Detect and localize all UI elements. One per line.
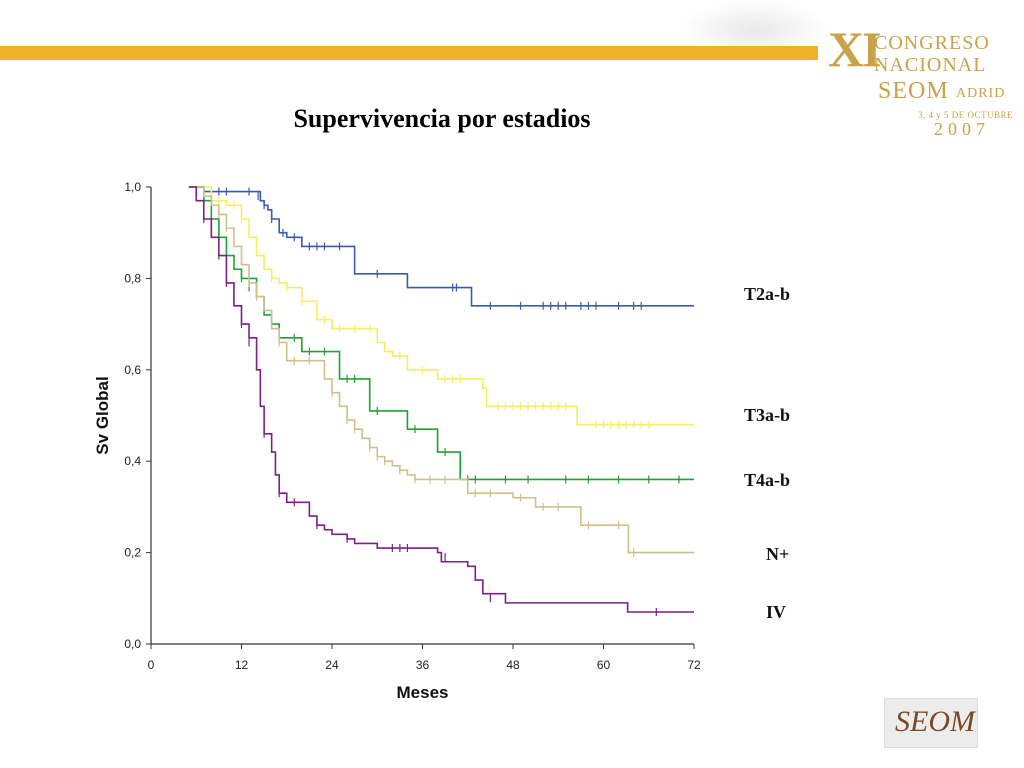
series-label-t4ab: T4a-b xyxy=(744,470,791,490)
y-tick-label: 0,6 xyxy=(124,363,141,377)
series-label-t3ab: T3a-b xyxy=(744,405,791,425)
series-line-n xyxy=(188,186,694,554)
y-axis-title: Sv Global xyxy=(93,376,112,454)
logo-roman-numeral: XI xyxy=(828,21,882,77)
x-tick-label: 72 xyxy=(687,658,701,672)
y-tick-label: 0,4 xyxy=(124,454,141,468)
logo-dates: 3, 4 y 5 DE OCTUBRE xyxy=(918,110,1013,120)
logo-line-congreso: CONGRESO xyxy=(874,32,990,54)
slide-title: Supervivencia por estadios xyxy=(293,104,591,133)
logo-year: 2007 xyxy=(934,119,990,139)
x-tick-label: 0 xyxy=(148,658,155,672)
seom-logo-text: SEOM xyxy=(895,705,975,738)
x-tick-label: 12 xyxy=(235,658,249,672)
logo-city: ADRID xyxy=(956,86,1006,101)
y-tick-label: 1,0 xyxy=(124,180,141,194)
y-tick-label: 0,0 xyxy=(124,637,141,651)
series-line-t4ab xyxy=(188,186,694,481)
series-label-nplus: N+ xyxy=(766,544,790,564)
series-line-iv xyxy=(188,186,694,613)
seom-logo: SEOM xyxy=(884,698,978,748)
x-tick-label: 48 xyxy=(506,658,520,672)
logo-line-nacional: NACIONAL xyxy=(874,54,987,76)
header-banner-bar xyxy=(0,46,818,60)
series-label-t2ab: T2a-b xyxy=(744,284,791,304)
x-tick-label: 24 xyxy=(325,658,339,672)
y-tick-label: 0,8 xyxy=(124,271,141,285)
congress-logo: XI CONGRESO NACIONAL SEOM ADRID 3, 4 y 5… xyxy=(822,18,1022,148)
x-tick-label: 36 xyxy=(416,658,430,672)
series-label-iv: IV xyxy=(766,602,787,622)
x-tick-label: 60 xyxy=(597,658,611,672)
x-axis-title: Meses xyxy=(397,683,449,702)
y-tick-label: 0,2 xyxy=(124,546,141,560)
logo-org: SEOM xyxy=(878,78,949,104)
